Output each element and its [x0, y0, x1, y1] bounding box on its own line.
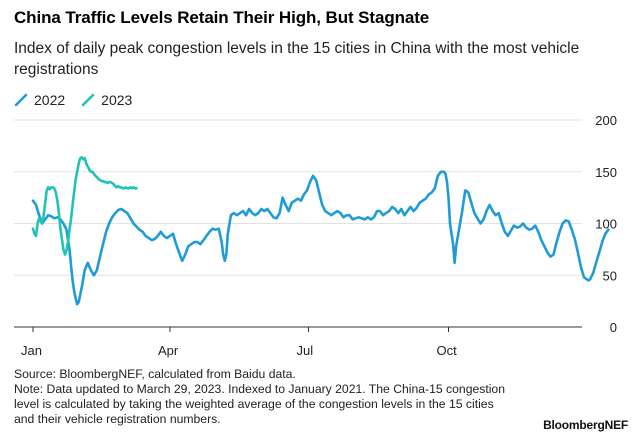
y-tick-label-50: 50	[603, 268, 617, 283]
y-tick-label-0: 0	[610, 320, 617, 335]
legend-label-2023: 2023	[101, 92, 133, 108]
y-tick-label-200: 200	[595, 113, 617, 128]
methodology-note: Note: Data updated to March 29, 2023. In…	[14, 382, 505, 426]
source-note: Source: BloombergNEF, calculated from Ba…	[14, 367, 296, 381]
chart-footer: Source: BloombergNEF, calculated from Ba…	[14, 367, 514, 427]
x-tick-label-jul: Jul	[296, 343, 313, 358]
chart-legend: 2022 2023	[14, 92, 132, 108]
legend-item-2022[interactable]: 2022	[14, 92, 65, 108]
legend-item-2023[interactable]: 2023	[81, 92, 132, 108]
legend-line-icon-2022	[14, 93, 28, 107]
chart-subtitle: Index of daily peak congestion levels in…	[14, 40, 580, 78]
x-tick-label-apr: Apr	[158, 343, 179, 358]
legend-label-2022: 2022	[34, 92, 66, 108]
x-tick-label-jan: Jan	[21, 343, 42, 358]
brand-logo-text: BloombergNEF	[543, 418, 628, 432]
chart-title: China Traffic Levels Retain Their High, …	[14, 8, 430, 27]
y-tick-label-150: 150	[595, 165, 617, 180]
y-tick-label-100: 100	[595, 217, 617, 232]
legend-line-icon-2023	[81, 93, 95, 107]
series-line-2023	[31, 156, 138, 256]
x-tick-label-oct: Oct	[437, 343, 458, 358]
series-line-2022	[31, 170, 610, 306]
